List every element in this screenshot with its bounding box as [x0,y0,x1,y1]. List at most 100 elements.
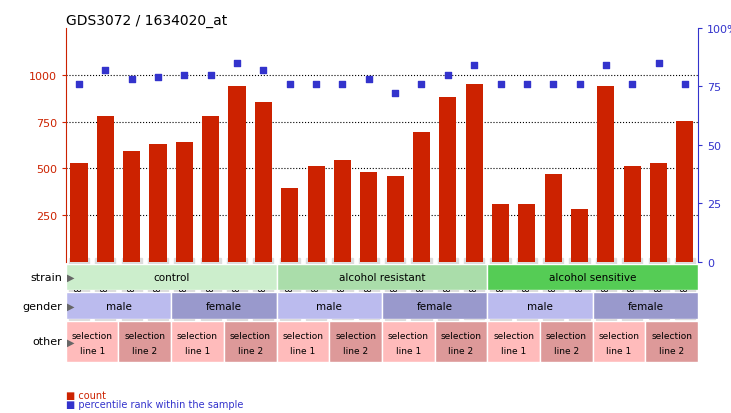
Bar [593,292,698,319]
Bar [96,116,114,262]
Bar [229,87,246,262]
Bar [492,204,509,262]
Bar [224,321,276,362]
Point [548,82,559,88]
Bar [308,167,325,262]
Point [336,82,348,88]
Text: line 2: line 2 [659,346,684,355]
Text: alcohol sensitive: alcohol sensitive [549,272,637,282]
Bar [488,321,540,362]
Bar [382,321,435,362]
Text: line 1: line 1 [607,346,632,355]
Bar [66,321,118,362]
Text: selection: selection [124,331,165,340]
Text: line 1: line 1 [395,346,421,355]
Point [152,75,164,81]
Text: selection: selection [282,331,323,340]
Bar [624,167,641,262]
Bar [149,145,167,262]
Bar [175,143,193,262]
Text: line 1: line 1 [290,346,316,355]
Point [679,82,691,88]
Bar [488,264,698,291]
Bar [650,163,667,262]
Point [600,63,612,69]
Point [442,72,454,79]
Point [390,91,401,97]
Point [126,77,137,83]
Point [626,82,638,88]
Text: gender: gender [23,301,62,311]
Bar [387,176,404,262]
Bar [334,161,351,262]
Bar [66,264,276,291]
Text: selection: selection [493,331,534,340]
Bar [413,133,430,262]
Text: male: male [105,301,132,311]
Text: ▶: ▶ [67,301,74,311]
Bar [276,321,329,362]
Bar [123,152,140,262]
Point [363,77,374,83]
Point [495,82,507,88]
Text: line 1: line 1 [80,346,105,355]
Text: line 1: line 1 [501,346,526,355]
Point [99,68,111,74]
Point [73,82,85,88]
Point [284,82,295,88]
Bar [645,321,698,362]
Bar [676,121,694,262]
Text: ▶: ▶ [67,337,74,347]
Text: ■ count: ■ count [66,390,106,400]
Point [653,61,664,67]
Text: selection: selection [441,331,482,340]
Text: line 1: line 1 [185,346,210,355]
Text: line 2: line 2 [132,346,157,355]
Bar [70,163,88,262]
Bar [329,321,382,362]
Bar [518,204,535,262]
Text: selection: selection [546,331,587,340]
Text: female: female [627,301,664,311]
Point [574,82,586,88]
Text: selection: selection [335,331,376,340]
Text: male: male [317,301,342,311]
Text: selection: selection [651,331,692,340]
Bar [281,188,298,262]
Text: selection: selection [599,331,640,340]
Point [469,63,480,69]
Text: selection: selection [387,331,429,340]
Text: line 2: line 2 [554,346,579,355]
Bar [466,85,482,262]
Text: ■ percentile rank within the sample: ■ percentile rank within the sample [66,399,243,409]
Bar [118,321,171,362]
Text: line 2: line 2 [448,346,474,355]
Point [416,82,428,88]
Bar [276,264,488,291]
Bar [488,292,593,319]
Bar [276,292,382,319]
Text: strain: strain [30,272,62,282]
Text: selection: selection [177,331,218,340]
Text: male: male [527,301,553,311]
Text: selection: selection [72,331,113,340]
Bar [171,321,224,362]
Bar [597,87,615,262]
Text: GDS3072 / 1634020_at: GDS3072 / 1634020_at [66,14,227,28]
Text: alcohol resistant: alcohol resistant [338,272,425,282]
Bar [593,321,645,362]
Text: line 2: line 2 [238,346,262,355]
Bar [571,210,588,262]
Point [231,61,243,67]
Bar [171,292,276,319]
Text: control: control [153,272,189,282]
Text: other: other [32,337,62,347]
Text: line 2: line 2 [343,346,368,355]
Bar [255,103,272,262]
Point [178,72,190,79]
Point [257,68,269,74]
Point [310,82,322,88]
Text: female: female [417,301,452,311]
Bar [540,321,593,362]
Bar [66,292,171,319]
